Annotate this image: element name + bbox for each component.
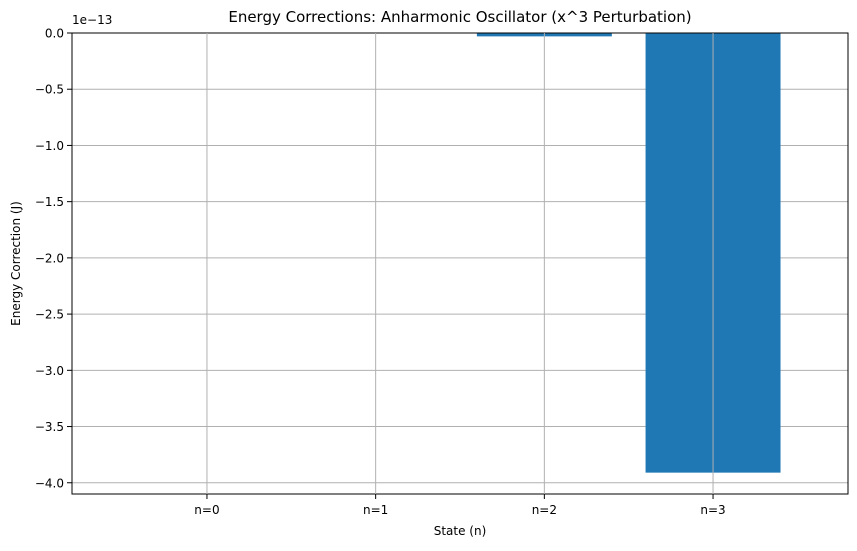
y-tick-label: −2.5: [35, 308, 64, 322]
y-tick-label: −1.0: [35, 139, 64, 153]
y-tick-label: −0.5: [35, 83, 64, 97]
x-tick-label: n=1: [363, 503, 388, 517]
plot-frame: [71, 32, 849, 495]
bar-layer: [476, 33, 781, 473]
y-tick-label: −1.5: [35, 195, 64, 209]
y-tick-label: −4.0: [35, 476, 64, 490]
y-tick-label: −3.5: [35, 420, 64, 434]
grid-layer: [72, 32, 848, 484]
x-axis-label: State (n): [434, 524, 487, 538]
x-tick-label: n=0: [194, 503, 219, 517]
x-tick-label: n=3: [700, 503, 725, 517]
y-tick-label: −3.0: [35, 364, 64, 378]
x-tick-label: n=2: [532, 503, 557, 517]
y-axis-label: Energy Correction (J): [9, 201, 23, 326]
y-tick-label: −2.0: [35, 251, 64, 265]
y-axis-offset-label: 1e−13: [72, 13, 112, 27]
chart-title: Energy Corrections: Anharmonic Oscillato…: [228, 8, 691, 26]
y-tick-label: 0.0: [45, 27, 64, 41]
tick-layer: 0.0 −0.5 −1.0 −1.5 −2.0 −2.5 −3.0 −3.5 −4.0 n=0 n=…: [35, 27, 726, 518]
